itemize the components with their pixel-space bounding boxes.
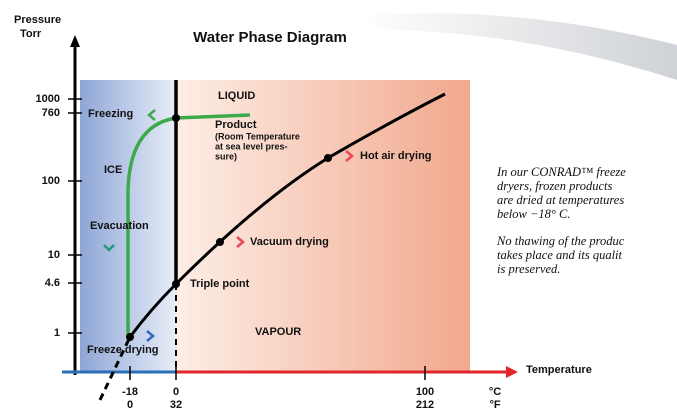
title: Water Phase Diagram — [193, 29, 347, 46]
y-tick-label: 100 — [42, 175, 60, 187]
x-arrow — [506, 366, 518, 378]
annotation: Freeze drying — [87, 344, 159, 356]
x-tick-label: 0 — [173, 386, 179, 398]
annotation: Vacuum drying — [250, 236, 329, 248]
annotation: sure) — [215, 151, 237, 161]
y-arrow — [70, 35, 80, 47]
annotation: at sea level pres- — [215, 141, 288, 151]
y-tick-label: 10 — [48, 249, 60, 261]
y-tick-label: 760 — [42, 107, 60, 119]
side-text: are dried at temperatures — [497, 193, 624, 207]
side-text: No thawing of the produc — [496, 234, 625, 248]
y-tick-label: 4.6 — [45, 277, 60, 289]
y-tick-label: 1000 — [36, 93, 60, 105]
side-text: below −18° C. — [497, 207, 571, 221]
annotation: Freezing — [88, 108, 133, 120]
x-unit: °F — [489, 399, 500, 410]
x-tick-label: 0 — [127, 399, 133, 410]
swoosh — [360, 13, 677, 80]
region-label: ICE — [104, 164, 122, 176]
page: Pressure Torr Water Phase Diagram Temper… — [0, 0, 677, 415]
side-text: is preserved. — [497, 262, 560, 276]
x-label: Temperature — [526, 364, 592, 376]
y-tick-label: 1 — [54, 327, 60, 339]
annotation: Product — [215, 119, 257, 131]
annotation: Triple point — [190, 278, 250, 290]
side-text: In our CONRAD™ freeze — [496, 165, 626, 179]
x-tick-label: -18 — [122, 386, 138, 398]
region-label: LIQUID — [218, 90, 255, 102]
x-tick-label: 100 — [416, 386, 434, 398]
region-label: VAPOUR — [255, 326, 301, 338]
y-label: Torr — [20, 28, 42, 40]
y-label: Pressure — [14, 14, 61, 26]
x-tick-label: 32 — [170, 399, 182, 410]
x-tick-label: 212 — [416, 399, 434, 410]
side-text: dryers, frozen products — [497, 179, 613, 193]
annotation: (Room Temperature — [215, 131, 300, 141]
x-unit: °C — [489, 386, 501, 398]
side-text: takes place and its qualit — [497, 248, 623, 262]
diagram: Pressure Torr Water Phase Diagram Temper… — [0, 0, 677, 410]
annotation: Evacuation — [90, 220, 149, 232]
annotation: Hot air drying — [360, 150, 432, 162]
